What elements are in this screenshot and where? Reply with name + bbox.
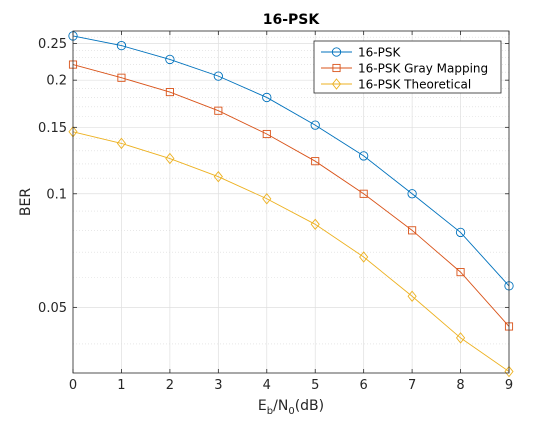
data-point: [455, 332, 466, 344]
y-axis-label: BER: [18, 188, 34, 216]
data-point: [407, 189, 417, 199]
x-tick-label: 7: [408, 378, 416, 393]
data-point: [165, 152, 175, 165]
x-tick-label: 2: [166, 378, 174, 393]
data-point: [456, 268, 465, 277]
data-point: [165, 88, 174, 97]
y-tick-label: 0.25: [38, 37, 67, 52]
plot-frame: [72, 30, 510, 374]
data-point: [262, 129, 271, 139]
data-point: [116, 137, 127, 150]
data-point: [262, 193, 272, 205]
legend-marker: [332, 63, 341, 73]
data-point: [165, 54, 175, 65]
data-point: [213, 170, 223, 183]
x-tick-label: 5: [311, 378, 319, 393]
legend: 16-PSK 16-PSK Gray Mapping 16-PSK Theoreti…: [313, 40, 502, 94]
data-point: [359, 151, 369, 161]
x-tick-label: 4: [263, 378, 271, 393]
x-tick-label: 6: [360, 378, 368, 393]
data-point: [455, 227, 466, 238]
data-point: [407, 290, 417, 303]
data-point: [213, 71, 223, 81]
legend-marker: [331, 47, 342, 57]
data-point: [310, 120, 320, 130]
legend-label: 16-PSK Theoretical: [358, 78, 471, 92]
data-point: [359, 251, 369, 263]
legend-entry: 16-PSK Theoretical: [321, 78, 471, 92]
x-tick-label: 9: [505, 378, 513, 393]
data-point: [116, 40, 127, 51]
x-tick-label: 8: [456, 378, 464, 393]
tick-layer: 0 1 2 3 4 5 6 7 8 9 0.05 0.1 0.15 0.2 0.25: [38, 31, 513, 393]
data-point: [310, 218, 320, 231]
series-line: [72, 131, 510, 372]
x-axis-label-mid: /N: [273, 398, 288, 414]
chart-title: 16-PSK: [263, 12, 321, 28]
x-tick-label: 0: [69, 378, 77, 393]
x-axis-label-sub1: b: [267, 406, 273, 417]
data-point: [262, 92, 272, 103]
y-tick-label: 0.1: [46, 187, 67, 202]
data-point: [117, 73, 126, 82]
legend-entry: 16-PSK: [321, 46, 401, 60]
x-tick-label: 3: [214, 378, 222, 393]
y-tick-label: 0.2: [46, 74, 67, 89]
data-point: [504, 365, 514, 378]
x-axis-label-tail: (dB): [295, 398, 324, 414]
y-tick-label: 0.05: [38, 301, 67, 316]
data-point: [214, 106, 223, 115]
legend-entries: 16-PSK 16-PSK Gray Mapping 16-PSK Theoreti…: [321, 46, 488, 92]
legend-entry: 16-PSK Gray Mapping: [321, 62, 488, 76]
data-point: [311, 157, 320, 166]
series-line: [72, 35, 510, 287]
legend-label: 16-PSK Gray Mapping: [358, 62, 488, 76]
legend-label: 16-PSK: [358, 46, 401, 60]
series-2: [68, 60, 514, 331]
x-axis-label-base: E: [258, 398, 267, 414]
x-tick-label: 1: [117, 378, 125, 393]
x-axis-label-sub2: 0: [288, 406, 294, 417]
x-axis-label: Eb/N0(dB): [258, 398, 324, 417]
series-1: [68, 31, 514, 291]
data-point: [408, 226, 417, 235]
data-point: [359, 189, 368, 198]
legend-marker: [331, 78, 342, 90]
series-line: [72, 64, 510, 327]
y-tick-label: 0.15: [38, 121, 67, 136]
